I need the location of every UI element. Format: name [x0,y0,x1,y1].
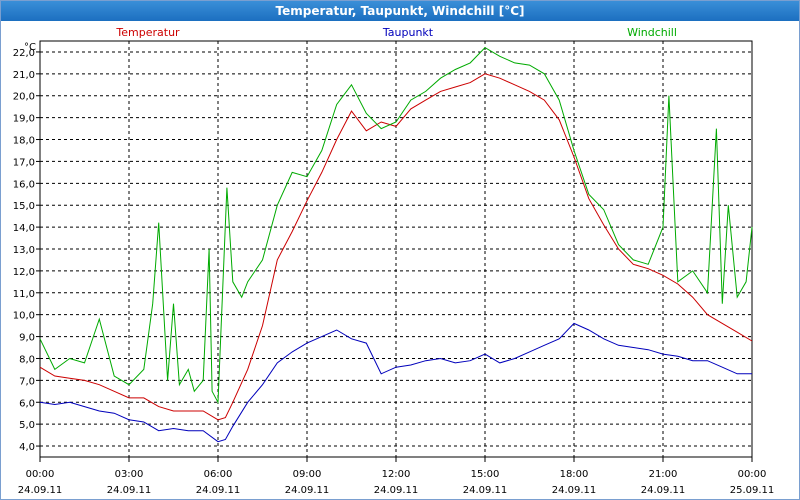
y-tick-label: 14,0 [13,223,35,234]
y-tick-label: 17,0 [13,157,35,168]
window-title: Temperatur, Taupunkt, Windchill [°C] [1,1,799,21]
legend-entry-temperatur: Temperatur [115,26,180,39]
legend-entry-taupunkt: Taupunkt [382,26,434,39]
y-tick-label: 10,0 [13,311,35,322]
y-axis-label: °C [24,42,36,53]
y-tick-label: 9,0 [19,333,35,344]
x-tick-time: 21:00 [649,469,678,480]
y-tick-label: 8,0 [19,354,35,365]
grid [40,41,752,457]
series-lines [39,46,753,443]
y-tick-label: 4,0 [19,442,35,453]
x-tick-time: 03:00 [115,469,144,480]
x-tick-date: 24.09.11 [196,485,241,496]
x-tick-time: 00:00 [738,469,767,480]
chart-plot: °C 4,0 5,0 6,0 7,0 8,0 9,0 10,0 11,0 12,0 13,0 14,… [13,26,775,496]
x-tick-time: 09:00 [293,469,322,480]
y-tick-label: 16,0 [13,179,35,190]
x-tick-date: 24.09.11 [463,485,508,496]
y-tick-label: 19,0 [13,114,35,125]
x-tick-time: 06:00 [204,469,233,480]
x-ticks: 00:00 24.09.11 03:00 24.09.11 06:00 24.09.11 0… [18,457,775,496]
y-tick-label: 5,0 [19,420,35,431]
x-tick-date: 25.09.11 [730,485,775,496]
y-tick-label: 21,0 [13,70,35,81]
legend-entry-windchill: Windchill [627,26,677,39]
y-tick-label: 13,0 [13,245,35,256]
y-tick-label: 15,0 [13,201,35,212]
y-tick-label: 6,0 [19,398,35,409]
y-tick-label: 20,0 [13,92,35,103]
legend: Temperatur Taupunkt Windchill [115,26,677,39]
x-tick-date: 24.09.11 [552,485,597,496]
x-tick-time: 15:00 [471,469,500,480]
x-tick-date: 24.09.11 [285,485,330,496]
y-tick-label: 7,0 [19,376,35,387]
x-tick-date: 24.09.11 [18,485,63,496]
x-tick-time: 12:00 [382,469,411,480]
x-tick-date: 24.09.11 [641,485,686,496]
y-tick-label: 22,0 [13,48,35,59]
series-line-windchill [39,46,753,405]
x-tick-time: 18:00 [560,469,589,480]
series-line-taupunkt [39,322,752,443]
y-ticks: 4,0 5,0 6,0 7,0 8,0 9,0 10,0 11,0 12,0 13,0 14,0 15… [13,48,40,453]
x-tick-date: 24.09.11 [374,485,419,496]
x-tick-time: 00:00 [26,469,55,480]
x-tick-date: 24.09.11 [107,485,152,496]
y-tick-label: 12,0 [13,267,35,278]
y-tick-label: 18,0 [13,136,35,147]
series-line-temperatur [39,73,753,421]
y-tick-label: 11,0 [13,289,35,300]
